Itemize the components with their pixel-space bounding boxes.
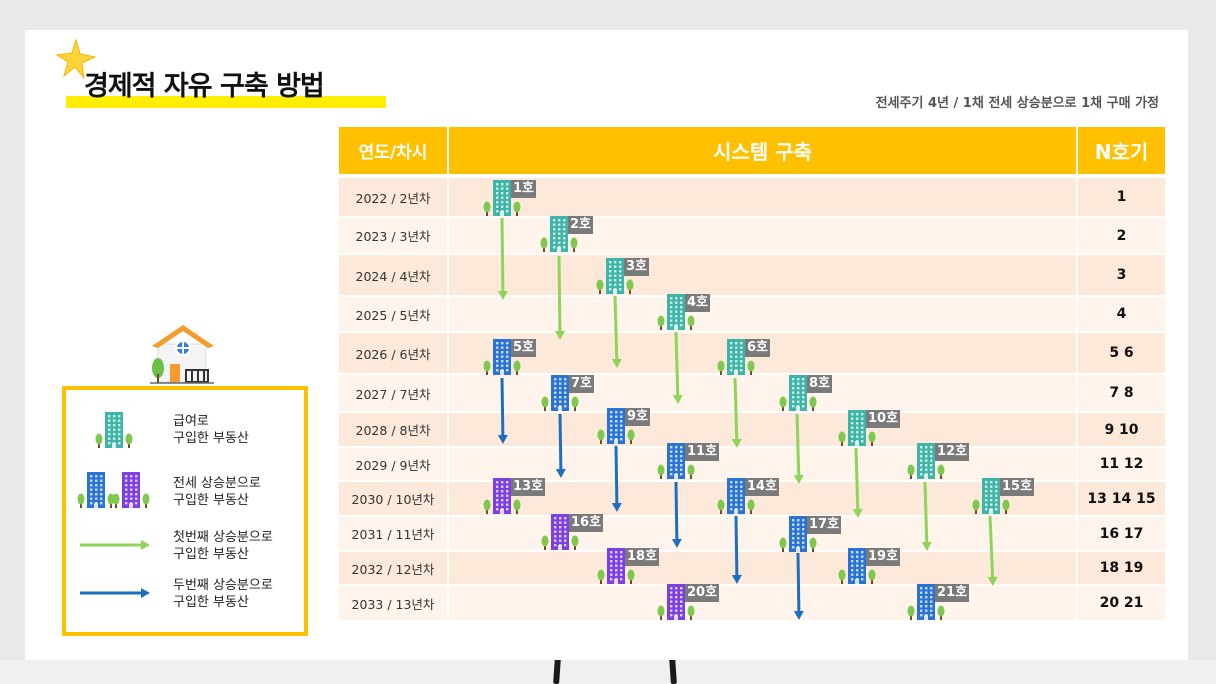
- building-label: 10호: [866, 410, 901, 428]
- row-n-count: 20 21: [1099, 595, 1144, 611]
- title-highlight: [66, 96, 386, 108]
- building-label: 7호: [569, 375, 595, 393]
- table-row: [339, 375, 1165, 411]
- building-label: 2호: [568, 216, 594, 234]
- building-label: 4호: [685, 294, 711, 312]
- building-label: 5호: [511, 339, 537, 357]
- house-icon: [150, 325, 214, 384]
- table-row: [339, 297, 1165, 331]
- building-label: 6호: [745, 339, 771, 357]
- building-label: 20호: [685, 584, 720, 602]
- building-label: 15호: [1000, 478, 1035, 496]
- building-label: 14호: [745, 478, 780, 496]
- row-n-count: 3: [1116, 267, 1127, 283]
- row-year: 2022 / 2년차: [355, 190, 431, 206]
- building-label: 11호: [685, 443, 720, 461]
- row-n-count: 11 12: [1099, 456, 1144, 472]
- building-label: 12호: [935, 443, 970, 461]
- table-row: [339, 218, 1165, 253]
- table-row: [339, 255, 1165, 295]
- row-year: 2026 / 6년차: [355, 346, 431, 362]
- column-divider: [447, 127, 449, 620]
- legend-salary-label: 급여로 구입한 부동산: [173, 414, 249, 446]
- row-year: 2032 / 12년차: [351, 561, 435, 577]
- row-year: 2024 / 4년차: [355, 268, 431, 284]
- legend-first-arrow-label: 첫번째 상승분으로 구입한 부동산: [173, 530, 273, 562]
- building-label: 19호: [866, 548, 901, 566]
- row-year: 2031 / 11년차: [351, 527, 435, 542]
- row-n-count: 9 10: [1104, 421, 1139, 438]
- table-row: [339, 552, 1165, 584]
- table-row: [339, 517, 1165, 550]
- row-year: 2030 / 10년차: [351, 492, 435, 507]
- row-n-count: 18 19: [1099, 560, 1144, 576]
- row-n-count: 4: [1116, 306, 1127, 322]
- building-label: 21호: [935, 584, 970, 602]
- header-n: N호기: [1078, 127, 1165, 174]
- building-label: 3호: [624, 258, 650, 276]
- row-n-count: 1: [1116, 189, 1127, 205]
- table-row: [339, 586, 1165, 620]
- building-label: 1호: [511, 180, 537, 198]
- background-floor: [0, 660, 1216, 684]
- row-n-count: 5 6: [1109, 345, 1134, 361]
- row-year: 2029 / 9년차: [355, 457, 431, 473]
- row-year: 2027 / 7년차: [355, 386, 431, 402]
- row-n-count: 13 14 15: [1087, 490, 1156, 507]
- table-row: [339, 448, 1165, 480]
- column-divider: [1076, 127, 1078, 620]
- legend-second-arrow-label: 두번째 상승분으로 구입한 부동산: [173, 578, 273, 610]
- header-system: 시스템 구축: [449, 127, 1076, 174]
- header-year: 연도/차시: [339, 127, 447, 174]
- building-label: 18호: [625, 548, 660, 566]
- row-year: 2033 / 13년차: [351, 596, 435, 612]
- building-label: 8호: [807, 375, 833, 393]
- subtitle: 전세주기 4년 / 1채 전세 상승분으로 1채 구매 가정: [875, 96, 1159, 111]
- table-row: [339, 178, 1165, 216]
- row-n-count: 16 17: [1099, 525, 1144, 542]
- building-label: 9호: [625, 408, 651, 426]
- building-label: 16호: [569, 514, 604, 532]
- sparkle-icon: [55, 38, 97, 80]
- row-year: 2023 / 3년차: [355, 229, 431, 244]
- row-n-count: 2: [1116, 227, 1127, 244]
- legend-jeonse-label: 전세 상승분으로 구입한 부동산: [173, 476, 261, 508]
- table-row: [339, 413, 1165, 446]
- page-title: 경제적 자유 구축 방법: [84, 71, 325, 102]
- building-label: 17호: [807, 516, 842, 534]
- row-year: 2028 / 8년차: [355, 423, 431, 438]
- building-label: 13호: [511, 478, 546, 496]
- row-year: 2025 / 5년차: [355, 307, 431, 323]
- row-n-count: 7 8: [1109, 385, 1134, 401]
